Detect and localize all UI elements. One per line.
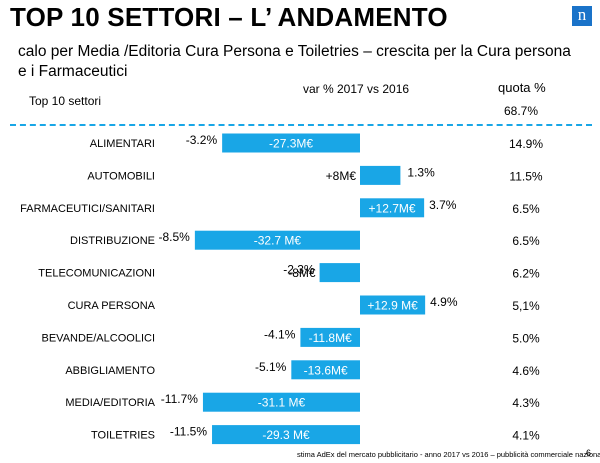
category-label: BEVANDE/ALCOOLICI [42,332,156,344]
variation-column-header: var % 2017 vs 2016 [303,82,410,96]
percent-change-label: -8.5% [159,230,191,244]
page-subtitle: calo per Media /Editoria Cura Persona e … [18,43,571,80]
percent-change-label: 3.7% [429,198,457,212]
total-share-value: 68.7% [504,104,539,118]
category-label: ABBIGLIAMENTO [65,365,155,377]
percent-change-label: -2.3% [283,263,315,277]
share-column-header: quota % [498,80,546,95]
share-value: 4.1% [512,429,540,443]
page-number: 6 [586,448,592,458]
bar-value-label: +8M€ [326,169,357,183]
share-value: 6.5% [512,234,540,248]
page-title: TOP 10 SETTORI – L’ ANDAMENTO [10,2,448,32]
bar [222,133,360,153]
bar [360,165,401,185]
brand-logo-icon: n [572,6,592,26]
percent-change-label: 1.3% [407,165,435,179]
category-label: AUTOMOBILI [87,170,155,182]
percent-change-label: -11.7% [161,392,198,406]
share-value: 11.5% [509,169,542,183]
category-label: TELECOMUNICAZIONI [38,268,155,280]
bar [360,198,425,218]
category-label: FARMACEUTICI/SANITARI [20,203,155,215]
share-value: 4.3% [512,396,540,410]
share-value: 5.0% [512,331,540,345]
category-label: DISTRIBUZIONE [70,235,155,247]
bar [319,263,360,283]
bar-value-label: -27.3M€ [269,137,313,151]
share-value: 5,1% [512,299,540,313]
share-value: 14.9% [509,137,543,151]
bar [194,230,360,250]
share-value: 6.2% [512,267,540,281]
bar [202,392,360,412]
percent-change-label: -4.1% [264,327,296,341]
percent-change-label: -11.5% [170,425,207,439]
category-label: ALIMENTARI [90,138,155,150]
bar-value-label: -32.7 M€ [254,234,302,248]
sectors-column-header: Top 10 settori [29,94,102,108]
bar [360,295,426,315]
share-value: 4.6% [512,364,540,378]
source-note: stima AdEx del mercato pubblicitario - a… [297,450,600,459]
percent-change-label: -3.2% [186,133,218,147]
bar-value-label: -11.8M€ [309,331,352,345]
bar [300,327,360,347]
percent-change-label: -5.1% [255,360,287,374]
bar-value-label: -29.3 M€ [262,428,310,442]
bar-value-label: +12.7M€ [369,201,416,215]
bar-value-label: +12.9 M€ [367,299,418,313]
bar-value-label: -8M€ [288,266,316,280]
percent-change-label: 4.9% [430,295,458,309]
dashed-separator [10,124,592,126]
bar [212,425,360,445]
category-label: CURA PERSONA [68,300,156,312]
bar [291,360,360,380]
category-label: MEDIA/EDITORIA [65,397,155,409]
bar-value-label: -13.6M€ [304,363,348,377]
share-value: 6.5% [512,202,540,216]
category-label: TOILETRIES [91,430,155,442]
bar-value-label: -31.1 M€ [258,396,306,410]
